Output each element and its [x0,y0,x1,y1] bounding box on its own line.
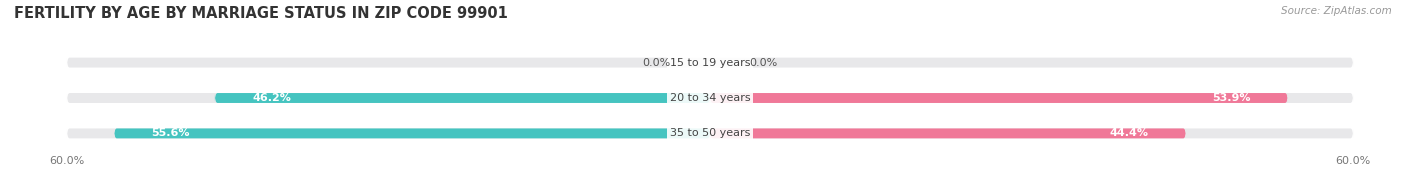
Text: 35 to 50 years: 35 to 50 years [669,128,751,138]
Text: 0.0%: 0.0% [749,58,778,68]
Text: 53.9%: 53.9% [1212,93,1250,103]
FancyBboxPatch shape [114,128,710,138]
FancyBboxPatch shape [67,58,1353,68]
Text: Source: ZipAtlas.com: Source: ZipAtlas.com [1281,6,1392,16]
Text: 55.6%: 55.6% [152,128,190,138]
Text: 0.0%: 0.0% [643,58,671,68]
FancyBboxPatch shape [710,128,1185,138]
Text: 44.4%: 44.4% [1109,128,1149,138]
FancyBboxPatch shape [67,128,1353,138]
FancyBboxPatch shape [215,93,710,103]
Text: FERTILITY BY AGE BY MARRIAGE STATUS IN ZIP CODE 99901: FERTILITY BY AGE BY MARRIAGE STATUS IN Z… [14,6,508,21]
FancyBboxPatch shape [710,93,1288,103]
Text: 46.2%: 46.2% [252,93,291,103]
Text: 20 to 34 years: 20 to 34 years [669,93,751,103]
FancyBboxPatch shape [67,93,1353,103]
Text: 15 to 19 years: 15 to 19 years [669,58,751,68]
